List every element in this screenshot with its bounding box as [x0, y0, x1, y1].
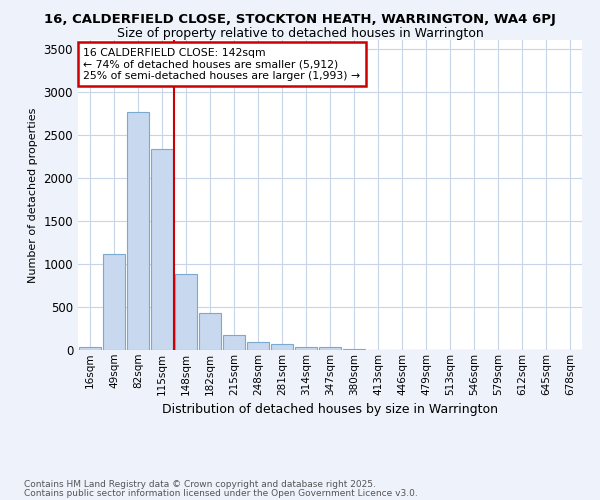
Bar	[319, 348, 341, 350]
Text: Size of property relative to detached houses in Warrington: Size of property relative to detached ho…	[116, 28, 484, 40]
Text: Contains HM Land Registry data © Crown copyright and database right 2025.: Contains HM Land Registry data © Crown c…	[24, 480, 376, 489]
Bar	[247, 342, 269, 350]
Bar	[223, 335, 245, 350]
X-axis label: Distribution of detached houses by size in Warrington: Distribution of detached houses by size …	[162, 403, 498, 416]
Y-axis label: Number of detached properties: Number of detached properties	[28, 108, 38, 282]
Bar	[295, 346, 317, 350]
Text: 16, CALDERFIELD CLOSE, STOCKTON HEATH, WARRINGTON, WA4 6PJ: 16, CALDERFIELD CLOSE, STOCKTON HEATH, W…	[44, 12, 556, 26]
Text: 16 CALDERFIELD CLOSE: 142sqm
← 74% of detached houses are smaller (5,912)
25% of: 16 CALDERFIELD CLOSE: 142sqm ← 74% of de…	[83, 48, 360, 81]
Bar	[175, 274, 197, 350]
Text: Contains public sector information licensed under the Open Government Licence v3: Contains public sector information licen…	[24, 488, 418, 498]
Bar	[79, 346, 101, 350]
Bar	[103, 254, 125, 350]
Bar	[127, 112, 149, 350]
Bar	[271, 344, 293, 350]
Bar	[151, 148, 173, 350]
Bar	[199, 313, 221, 350]
